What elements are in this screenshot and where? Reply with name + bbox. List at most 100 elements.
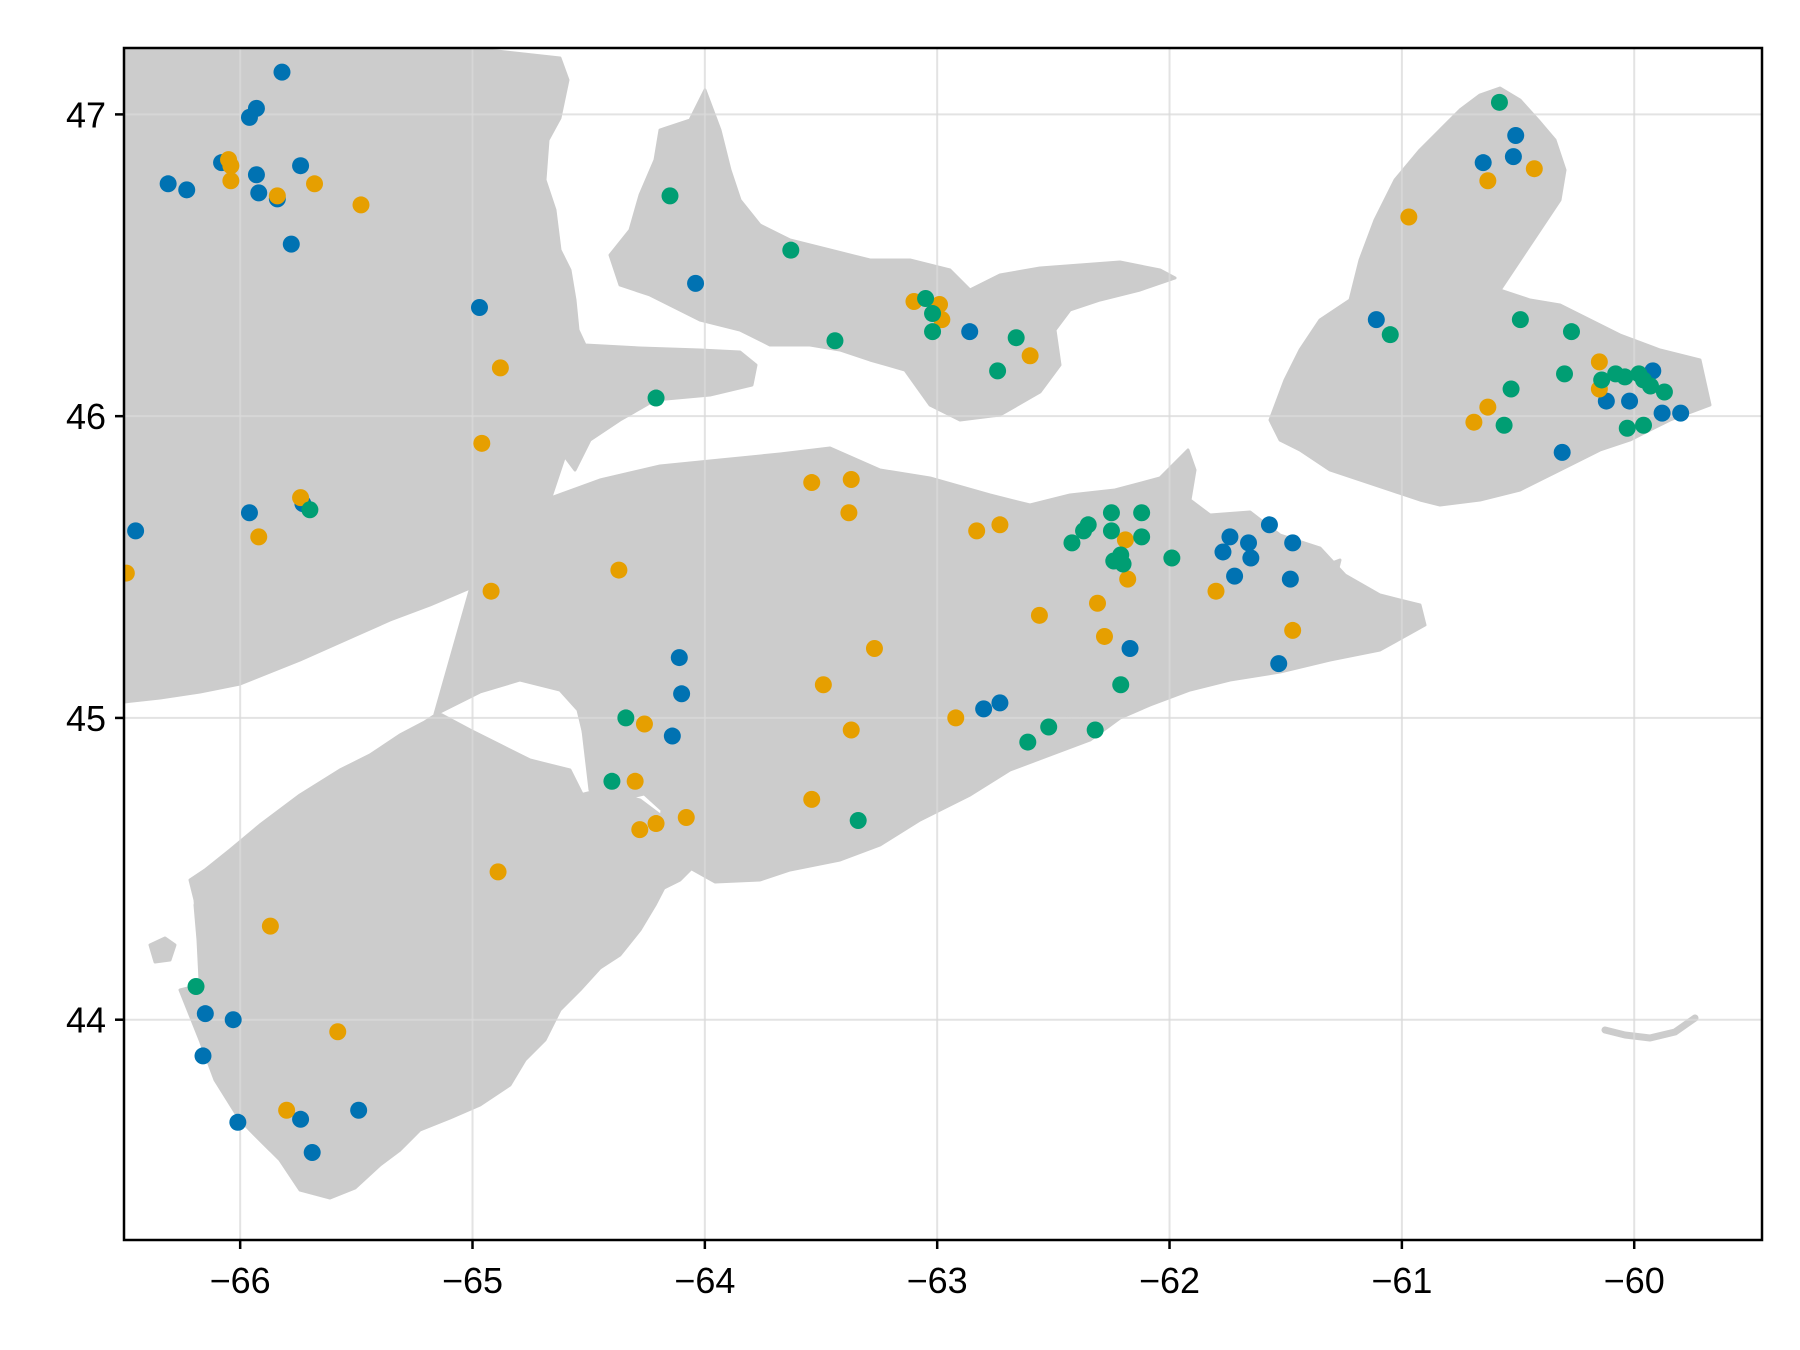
scatter-point-series-2 bbox=[842, 471, 860, 489]
gridlines bbox=[124, 48, 1762, 1240]
scatter-point-series-1 bbox=[670, 649, 688, 667]
scatter-point-series-1 bbox=[350, 1101, 368, 1119]
scatter-point-series-3 bbox=[1490, 93, 1508, 111]
scatter-point-series-1 bbox=[229, 1113, 247, 1131]
scatter-point-series-1 bbox=[127, 522, 145, 540]
scatter-point-series-2 bbox=[473, 434, 491, 452]
x-tick-label: −61 bbox=[1371, 1260, 1432, 1301]
scatter-point-series-1 bbox=[303, 1143, 321, 1161]
scatter-point-series-1 bbox=[1504, 148, 1522, 166]
scatter-point-series-1 bbox=[273, 63, 291, 81]
scatter-point-series-3 bbox=[661, 187, 679, 205]
scatter-point-series-3 bbox=[647, 389, 665, 407]
scatter-point-series-3 bbox=[1163, 549, 1181, 567]
scatter-point-series-2 bbox=[489, 863, 507, 881]
scatter-point-series-2 bbox=[292, 489, 310, 507]
scatter-point-series-1 bbox=[470, 299, 488, 317]
scatter-point-series-3 bbox=[1641, 377, 1659, 395]
y-tick-label: 47 bbox=[66, 94, 106, 135]
scatter-point-series-1 bbox=[247, 166, 265, 184]
x-tick-label: −62 bbox=[1139, 1260, 1200, 1301]
scatter-point-series-2 bbox=[631, 821, 649, 839]
scatter-point-series-2 bbox=[947, 709, 965, 727]
scatter-point-series-3 bbox=[849, 812, 867, 830]
pei-landmass bbox=[608, 88, 1177, 422]
scatter-point-series-1 bbox=[1281, 570, 1299, 588]
scatter-point-series-3 bbox=[826, 332, 844, 350]
scatter-point-series-3 bbox=[1635, 416, 1653, 434]
scatter-point-series-2 bbox=[635, 715, 653, 733]
scatter-point-series-3 bbox=[1114, 555, 1132, 573]
scatter-point-series-3 bbox=[989, 362, 1007, 380]
scatter-point-series-1 bbox=[194, 1047, 212, 1065]
scatter-point-series-2 bbox=[222, 172, 240, 190]
scatter-point-series-1 bbox=[292, 157, 310, 175]
south-shore-landmass bbox=[178, 788, 702, 1167]
scatter-point-series-2 bbox=[1400, 208, 1418, 226]
scatter-point-series-1 bbox=[240, 108, 258, 126]
scatter-point-series-3 bbox=[1019, 733, 1037, 751]
scatter-point-series-2 bbox=[968, 522, 986, 540]
scatter-point-series-3 bbox=[1007, 329, 1025, 347]
scatter-point-series-1 bbox=[1121, 640, 1139, 658]
scatter-point-series-1 bbox=[663, 727, 681, 745]
scatter-point-series-1 bbox=[159, 175, 177, 193]
y-tick-label: 45 bbox=[66, 698, 106, 739]
plot-frame bbox=[122, 46, 1764, 1242]
scatter-point-series-3 bbox=[1616, 368, 1634, 386]
scatter-point-series-3 bbox=[617, 709, 635, 727]
scatter-point-series-1 bbox=[961, 323, 979, 341]
scatter-point-series-1 bbox=[196, 1005, 214, 1023]
scatter-point-series-2 bbox=[991, 516, 1009, 534]
y-tick-label: 46 bbox=[66, 396, 106, 437]
scatter-point-series-3 bbox=[1133, 504, 1151, 522]
scatter-point-series-3 bbox=[1655, 383, 1673, 401]
x-axis: −66 −65 −64 −63 −62 −61 −60 bbox=[210, 1240, 1665, 1301]
scatter-point-series-2 bbox=[1525, 160, 1543, 178]
scatter-point-series-2 bbox=[647, 815, 665, 833]
scatter-point-series-2 bbox=[329, 1023, 347, 1041]
nova-scotia-interior-landmass bbox=[578, 558, 1342, 802]
scatter-point-series-3 bbox=[1511, 311, 1529, 329]
scatter-point-series-1 bbox=[687, 274, 705, 292]
x-tick-label: −66 bbox=[210, 1260, 271, 1301]
scatter-point-series-3 bbox=[1133, 528, 1151, 546]
scatter-point-series-2 bbox=[677, 809, 695, 827]
scatter-point-series-2 bbox=[610, 561, 628, 579]
x-tick-label: −63 bbox=[907, 1260, 968, 1301]
scatter-point-series-2 bbox=[1021, 347, 1039, 365]
grand-manan-landmass bbox=[148, 936, 177, 964]
scatter-point-series-3 bbox=[603, 772, 621, 790]
scatter-point-series-1 bbox=[250, 184, 268, 202]
scatter-point-series-3 bbox=[782, 241, 800, 259]
scatter-point-series-1 bbox=[1672, 404, 1690, 422]
scatter-point-series-3 bbox=[1102, 504, 1120, 522]
scatter-point-series-2 bbox=[278, 1101, 296, 1119]
scatter-point-series-1 bbox=[975, 700, 993, 718]
sable-island-landmass bbox=[1601, 1014, 1699, 1042]
scatter-point-series-3 bbox=[301, 501, 319, 519]
scatter-point-series-2 bbox=[1479, 398, 1497, 416]
scatter-point-series-1 bbox=[282, 235, 300, 253]
x-tick-label: −60 bbox=[1604, 1260, 1665, 1301]
scatter-point-series-1 bbox=[1270, 655, 1288, 673]
scatter-point-series-2 bbox=[1590, 353, 1608, 371]
scatter-point-series-1 bbox=[1621, 392, 1639, 410]
scatter-point-series-1 bbox=[1653, 404, 1671, 422]
scatter-point-series-2 bbox=[268, 187, 286, 205]
scatter-point-series-3 bbox=[1381, 326, 1399, 344]
scatter-point-series-3 bbox=[1593, 371, 1611, 389]
scatter-point-series-2 bbox=[124, 564, 135, 582]
scatter-point-series-1 bbox=[1242, 549, 1260, 567]
scatter-point-series-1 bbox=[1284, 534, 1302, 552]
scatter-point-series-1 bbox=[224, 1011, 242, 1029]
scatter-point-series-2 bbox=[803, 474, 821, 492]
scatter-point-series-3 bbox=[1562, 323, 1580, 341]
scatter-point-series-2 bbox=[1207, 582, 1225, 600]
scatter-point-series-2 bbox=[261, 917, 279, 935]
scatter-point-series-2 bbox=[1119, 570, 1137, 588]
scatter-point-series-2 bbox=[1095, 627, 1113, 645]
scatter-point-series-2 bbox=[803, 790, 821, 808]
x-tick-label: −64 bbox=[674, 1260, 735, 1301]
